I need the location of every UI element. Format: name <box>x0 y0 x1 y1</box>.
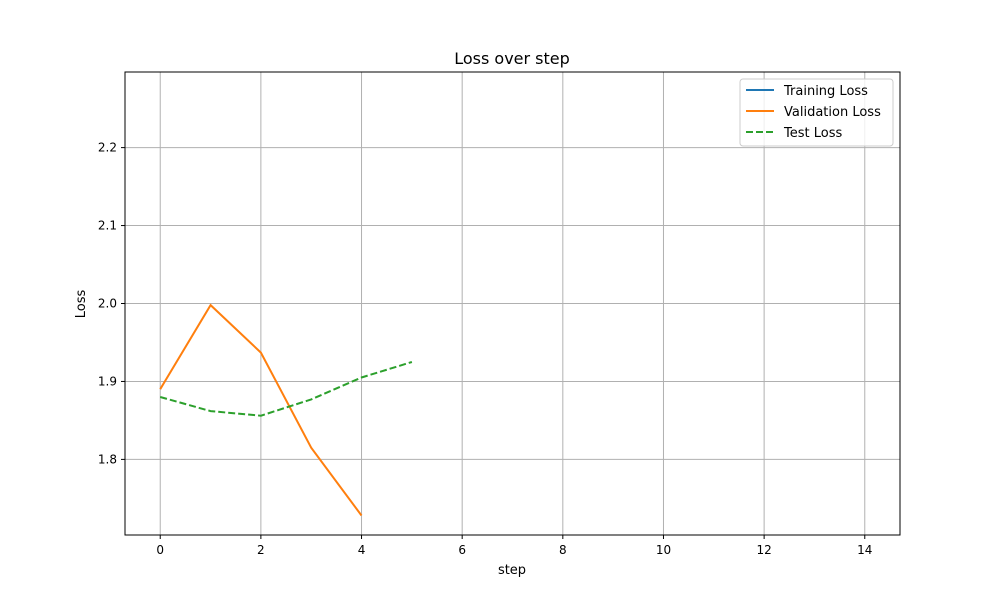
y-axis-label: Loss <box>74 290 89 319</box>
x-tick-label: 12 <box>756 543 771 557</box>
x-tick-label: 10 <box>656 543 671 557</box>
y-tick-label: 1.9 <box>98 374 117 388</box>
x-tick-label: 6 <box>458 543 466 557</box>
y-tick-label: 2.1 <box>98 219 117 233</box>
x-tick-label: 2 <box>257 543 265 557</box>
y-axis-ticks: 1.8 1.9 2.0 2.1 2.2 <box>98 141 125 466</box>
y-tick-label: 1.8 <box>98 452 117 466</box>
x-axis-ticks: 0 2 4 6 8 10 12 14 <box>156 535 872 557</box>
legend: Training Loss Validation Loss Test Loss <box>739 78 894 147</box>
grid <box>125 72 900 535</box>
chart-title: Loss over step <box>454 49 570 68</box>
legend-label-validation-loss: Validation Loss <box>784 105 881 120</box>
series-lines <box>159 303 413 517</box>
y-tick-label: 2.0 <box>98 297 117 311</box>
legend-box <box>739 78 894 147</box>
x-tick-label: 8 <box>559 543 567 557</box>
series-line-validation-loss <box>159 303 363 517</box>
series-line-test-loss <box>159 361 413 417</box>
x-tick-label: 4 <box>358 543 366 557</box>
x-tick-label: 0 <box>156 543 164 557</box>
x-tick-label: 14 <box>857 543 872 557</box>
legend-label-test-loss: Test Loss <box>783 126 842 141</box>
y-tick-label: 2.2 <box>98 141 117 155</box>
legend-label-training-loss: Training Loss <box>783 84 868 99</box>
x-axis-label: step <box>498 563 526 578</box>
